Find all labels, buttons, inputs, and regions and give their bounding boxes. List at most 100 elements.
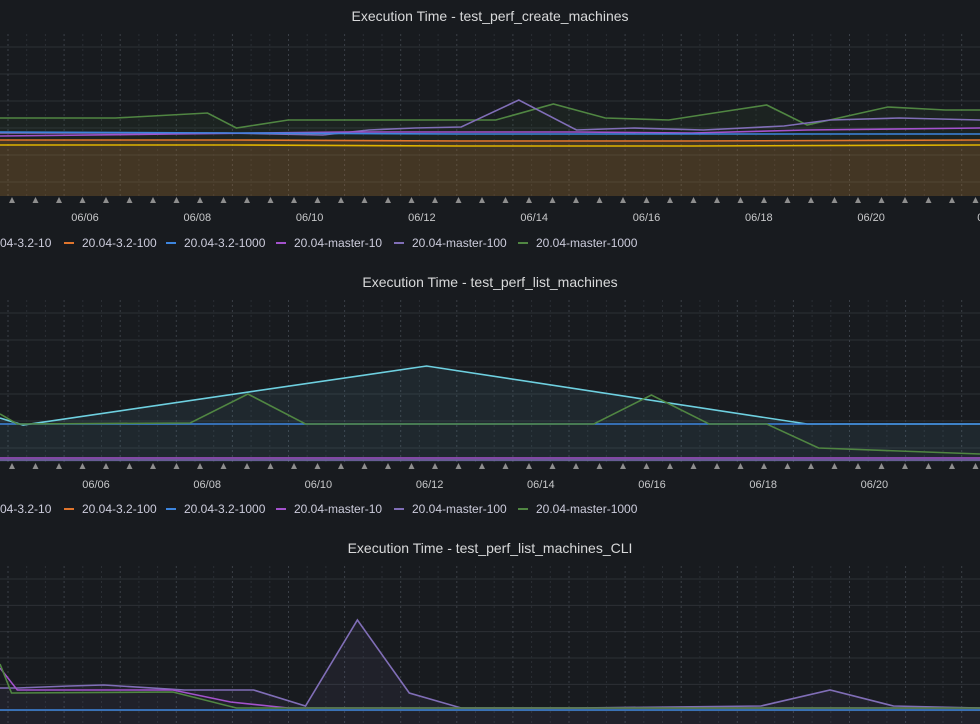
annotation-marker[interactable] [291,463,297,469]
legend-item[interactable]: 0.04-3.2-10 [0,502,51,516]
annotation-marker[interactable] [56,463,62,469]
annotation-marker[interactable] [103,463,109,469]
annotation-marker[interactable] [925,463,932,469]
annotation-marker[interactable] [408,463,415,469]
annotation-marker[interactable] [291,197,297,203]
plot-area-create-machines[interactable]: 06/06 06/08 06/10 06/12 06/14 06/16 06/18 06/20… [0,0,980,266]
annotation-marker[interactable] [667,463,673,469]
annotation-marker[interactable] [667,197,673,203]
annotation-marker[interactable] [361,197,368,203]
annotation-marker[interactable] [9,463,15,469]
annotation-marker[interactable] [9,197,15,203]
annotation-marker[interactable] [32,197,39,203]
annotation-marker[interactable] [432,463,438,469]
annotation-marker[interactable] [949,463,955,469]
annotation-marker[interactable] [197,463,203,469]
plot-area-list-machines-cli[interactable] [0,532,980,724]
annotation-marker[interactable] [267,463,274,469]
annotation-marker[interactable] [949,197,955,203]
annotation-marker[interactable] [526,463,532,469]
annotation-marker[interactable] [808,197,814,203]
legend-item[interactable]: 20.04-3.2-100 [64,236,157,250]
legend-label: 20.04-master-100 [412,502,507,516]
annotation-marker[interactable] [150,463,156,469]
legend-item[interactable]: 20.04-master-100 [394,236,507,250]
legend-item[interactable]: 20.04-master-1000 [518,236,637,250]
legend-item[interactable]: 20.04-master-100 [394,502,507,516]
legend-item[interactable]: 20.04-3.2-1000 [166,236,265,250]
annotation-marker[interactable] [855,197,861,203]
annotation-marker[interactable] [573,463,579,469]
annotation-marker[interactable] [855,463,861,469]
annotation-marker[interactable] [643,463,650,469]
annotation-marker[interactable] [643,197,650,203]
annotation-marker[interactable] [197,197,203,203]
annotation-marker[interactable] [784,463,791,469]
annotation-marker[interactable] [126,197,133,203]
annotation-marker[interactable] [173,463,180,469]
annotation-marker[interactable] [784,197,791,203]
annotation-marker[interactable] [455,197,462,203]
annotation-marker[interactable] [502,197,509,203]
annotation-marker[interactable] [620,197,626,203]
annotation-marker[interactable] [385,197,391,203]
annotation-marker[interactable] [878,197,885,203]
legend-item[interactable]: 0.04-3.2-10 [0,236,51,250]
legend-item[interactable]: 20.04-master-1000 [518,502,637,516]
annotation-marker[interactable] [56,197,62,203]
annotation-marker[interactable] [808,463,814,469]
annotation-marker[interactable] [549,463,556,469]
annotation-marker[interactable] [314,463,321,469]
annotation-marker[interactable] [902,463,908,469]
annotation-marker[interactable] [126,463,133,469]
legend-item[interactable]: 20.04-3.2-1000 [166,502,265,516]
annotation-marker[interactable] [220,197,227,203]
annotation-marker[interactable] [479,197,485,203]
annotation-marker[interactable] [361,463,368,469]
annotation-marker[interactable] [878,463,885,469]
annotation-marker[interactable] [714,463,720,469]
legend-item[interactable]: 20.04-master-10 [276,502,382,516]
annotation-marker[interactable] [479,463,485,469]
annotation-marker[interactable] [32,463,39,469]
annotation-marker[interactable] [103,197,109,203]
annotation-marker[interactable] [596,197,603,203]
annotation-marker[interactable] [432,197,438,203]
annotation-marker[interactable] [455,463,462,469]
annotation-marker[interactable] [761,463,767,469]
annotation-marker[interactable] [925,197,932,203]
annotation-marker[interactable] [573,197,579,203]
annotation-marker[interactable] [737,463,744,469]
annotation-marker[interactable] [502,463,509,469]
annotation-marker[interactable] [79,197,86,203]
legend-item[interactable]: 20.04-master-10 [276,236,382,250]
annotation-marker[interactable] [972,197,979,203]
annotation-marker[interactable] [714,197,720,203]
annotation-marker[interactable] [173,197,180,203]
annotation-marker[interactable] [831,463,838,469]
annotation-marker[interactable] [338,463,344,469]
annotation-marker[interactable] [244,197,250,203]
annotation-marker[interactable] [267,197,274,203]
annotation-marker[interactable] [972,463,979,469]
annotation-marker[interactable] [408,197,415,203]
legend-item[interactable]: 20.04-3.2-100 [64,502,157,516]
annotation-marker[interactable] [620,463,626,469]
annotation-marker[interactable] [690,463,697,469]
annotation-marker[interactable] [902,197,908,203]
annotation-marker[interactable] [737,197,744,203]
annotation-marker[interactable] [526,197,532,203]
annotation-marker[interactable] [244,463,250,469]
annotation-marker[interactable] [220,463,227,469]
annotation-marker[interactable] [831,197,838,203]
annotation-marker[interactable] [314,197,321,203]
annotation-marker[interactable] [596,463,603,469]
annotation-marker[interactable] [150,197,156,203]
annotation-marker[interactable] [338,197,344,203]
annotation-marker[interactable] [690,197,697,203]
annotation-marker[interactable] [549,197,556,203]
annotation-marker[interactable] [385,463,391,469]
annotation-marker[interactable] [79,463,86,469]
annotation-marker[interactable] [761,197,767,203]
plot-area-list-machines[interactable]: 06/06 06/08 06/10 06/12 06/14 06/16 06/18 06/20 [0,266,980,532]
